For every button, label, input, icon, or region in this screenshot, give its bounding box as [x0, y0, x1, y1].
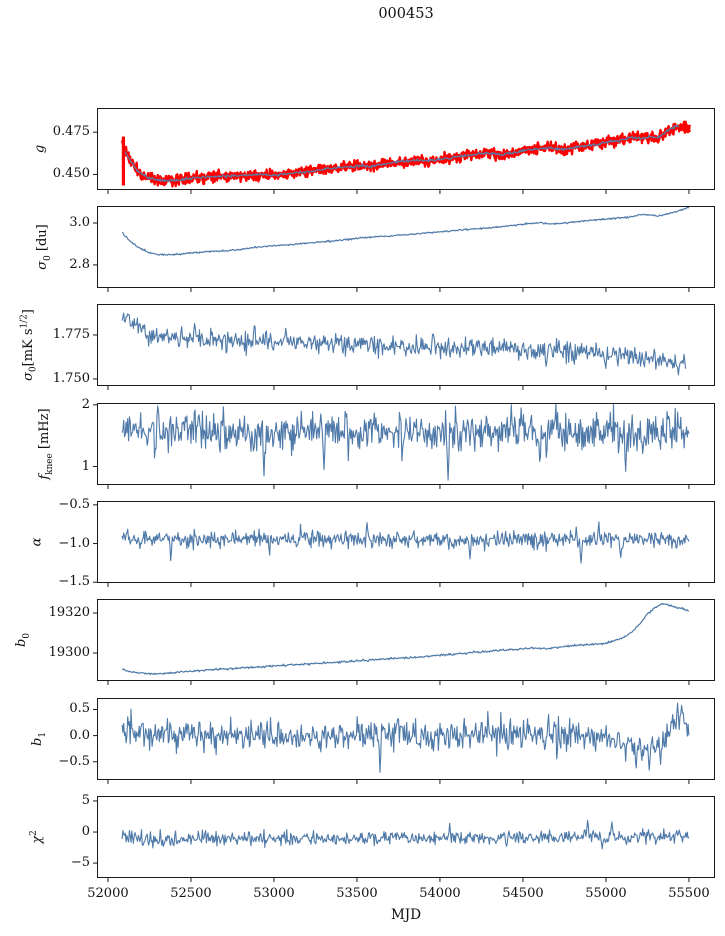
axes-frame	[97, 796, 715, 878]
y-tick-label-sigma0-mk: 1.750	[52, 370, 90, 386]
axes-frame	[97, 599, 715, 681]
chi2-line	[121, 819, 690, 850]
y-tick-label-chi2: 5	[81, 792, 90, 808]
subplot-chi2-canvas	[93, 796, 715, 882]
subplot-b0-canvas	[93, 599, 715, 685]
y-tick-label-alpha: −1.0	[58, 535, 90, 551]
x-tick-label: 52500	[170, 886, 212, 901]
y-tick-label-chi2: 0	[81, 824, 90, 840]
subplot-g-canvas	[93, 108, 715, 194]
y-tick-label-g: 0.450	[52, 166, 90, 182]
y-tick-label-alpha: −1.5	[58, 574, 90, 590]
subplot-fknee	[93, 403, 715, 489]
axes-frame	[97, 108, 715, 190]
x-tick-label: 54000	[419, 886, 461, 901]
subplot-b0	[93, 599, 715, 685]
y-axis-label-b1: b1	[30, 732, 48, 746]
y-tick-label-b1: 0.0	[69, 727, 90, 743]
y-tick-label-chi2: −5	[70, 855, 90, 871]
figure-title: 000453	[378, 6, 434, 22]
sigma0-mk-line	[121, 312, 687, 376]
y-axis-label-sigma0-du: σ0 [du]	[35, 224, 53, 270]
fknee-line	[121, 403, 690, 481]
y-axis-label-b0: b0	[14, 633, 32, 647]
subplot-chi2	[93, 796, 715, 882]
subplot-sigma0-du-canvas	[93, 206, 715, 292]
subplot-sigma0-du	[93, 206, 715, 292]
y-tick-label-b1: 0.5	[69, 701, 90, 717]
x-tick-label: 53000	[253, 886, 295, 901]
x-tick-label: 52000	[87, 886, 129, 901]
y-tick-label-fknee: 1	[81, 458, 90, 474]
y-tick-label-fknee: 2	[81, 396, 90, 412]
x-tick-label: 55500	[668, 886, 710, 901]
y-tick-label-b0: 19300	[48, 645, 90, 660]
subplot-g	[93, 108, 715, 194]
y-tick-label-sigma0-du: 2.8	[69, 256, 90, 272]
y-tick-label-g: 0.475	[52, 124, 90, 140]
subplot-b1	[93, 698, 715, 784]
x-axis-label: MJD	[390, 907, 422, 923]
y-axis-label-g: g	[32, 144, 48, 154]
axes-frame	[97, 501, 715, 583]
subplot-alpha-canvas	[93, 501, 715, 587]
y-tick-label-alpha: −0.5	[58, 496, 90, 512]
y-axis-label-fknee: fknee [mHz]	[37, 408, 55, 480]
b1-line	[121, 702, 690, 773]
subplot-alpha	[93, 501, 715, 587]
y-tick-label-b1: −0.5	[58, 753, 90, 769]
g-fit-line	[123, 124, 680, 183]
b0-line	[122, 603, 690, 676]
x-tick-label: 54500	[502, 886, 544, 901]
subplot-fknee-canvas	[93, 403, 715, 489]
subplot-sigma0-mk	[93, 304, 715, 390]
alpha-line	[121, 521, 690, 564]
y-tick-label-b0: 19320	[48, 605, 90, 620]
axes-frame	[97, 304, 715, 386]
y-axis-label-sigma0-mk: σ0[mK s1/2]	[19, 309, 39, 381]
axes-frame	[97, 698, 715, 780]
y-axis-label-alpha: α	[29, 537, 45, 547]
axes-frame	[97, 206, 715, 288]
subplot-b1-canvas	[93, 698, 715, 784]
x-tick-label: 55000	[585, 886, 627, 901]
y-tick-label-sigma0-du: 3.0	[69, 214, 90, 230]
y-tick-label-sigma0-mk: 1.775	[52, 326, 90, 342]
x-tick-label: 53500	[336, 886, 378, 901]
y-axis-label-chi2: χ2	[28, 830, 46, 844]
subplot-sigma0-mk-canvas	[93, 304, 715, 390]
axes-frame	[97, 403, 715, 485]
sigma0-du-line	[121, 206, 690, 256]
